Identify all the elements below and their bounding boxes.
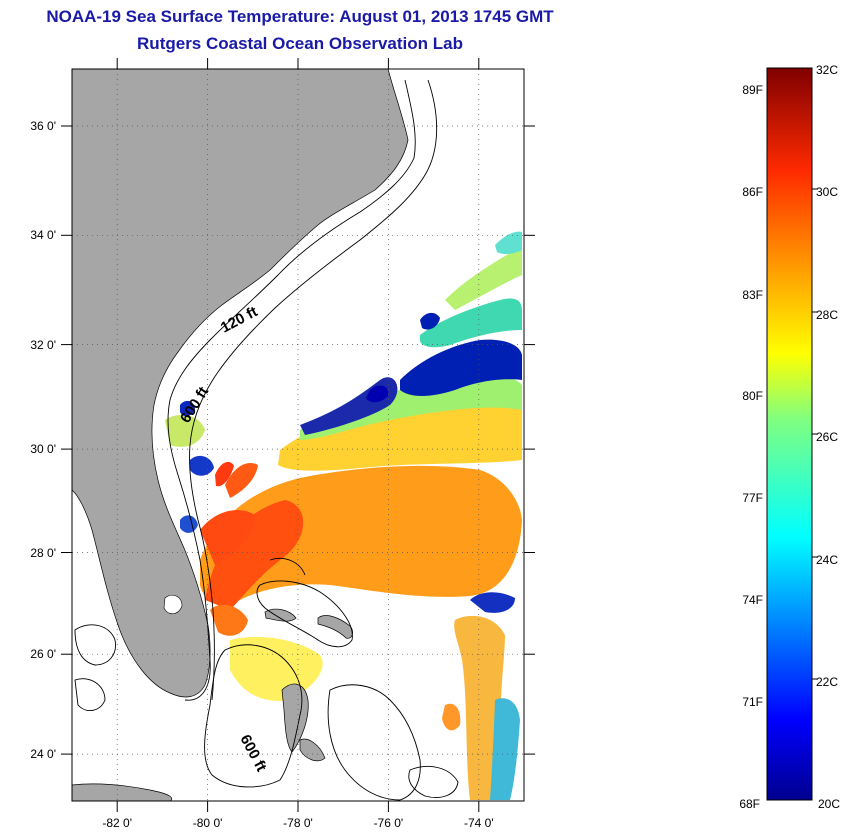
colorbar-gradient (766, 67, 813, 801)
colorbar-c-label: 20C (818, 797, 840, 811)
map-ticks (61, 58, 535, 812)
y-tick-label: 34 0' (30, 228, 56, 242)
y-tick-label: 32 0' (30, 338, 56, 352)
bathymetry-contours (74, 79, 459, 801)
colorbar-f-label: 86F (742, 185, 763, 199)
y-tick-label: 24 0' (30, 747, 56, 761)
x-tick-label: -76 0' (374, 816, 404, 830)
colorbar-c-label: 26C (816, 430, 838, 444)
y-tick-label: 26 0' (30, 647, 56, 661)
x-tick-label: -82 0' (102, 816, 132, 830)
colorbar-f-label: 83F (742, 288, 763, 302)
colorbar-c-label: 28C (816, 308, 838, 322)
colorbar-f-label: 80F (742, 389, 763, 403)
colorbar-c-label: 32C (816, 63, 838, 77)
colorbar-f-label: 77F (742, 491, 763, 505)
y-tick-label: 36 0' (30, 119, 56, 133)
colorbar-c-label: 30C (816, 185, 838, 199)
colorbar: 89F 86F 83F 80F 77F 74F 71F 68F 32C 30C … (739, 63, 840, 811)
colorbar-c-label: 22C (816, 675, 838, 689)
map-subtitle: Rutgers Coastal Ocean Observation Lab (137, 34, 463, 53)
x-tick-label: -78 0' (283, 816, 313, 830)
x-tick-label: -74 0' (464, 816, 494, 830)
graticule (72, 69, 524, 801)
colorbar-f-label: 89F (742, 83, 763, 97)
y-tick-label: 30 0' (30, 442, 56, 456)
colorbar-f-label: 74F (742, 593, 763, 607)
x-tick-label: -80 0' (193, 816, 223, 830)
map-panel: 120 ft 600 ft 600 ft (30, 58, 535, 830)
map-title: NOAA-19 Sea Surface Temperature: August … (46, 7, 554, 26)
colorbar-f-label: 68F (739, 797, 760, 811)
sst-imagery (165, 231, 522, 800)
y-tick-label: 28 0' (30, 546, 56, 560)
colorbar-c-label: 24C (816, 553, 838, 567)
colorbar-f-label: 71F (742, 695, 763, 709)
